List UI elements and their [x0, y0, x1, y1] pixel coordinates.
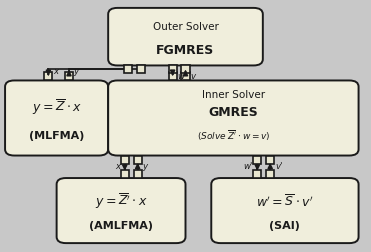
Text: x: x [115, 161, 120, 170]
Text: $y = \overline{Z} \cdot x$: $y = \overline{Z} \cdot x$ [32, 98, 82, 117]
Text: (SAI): (SAI) [269, 220, 301, 230]
Text: (AMLFMA): (AMLFMA) [89, 220, 153, 230]
Text: Inner Solver: Inner Solver [202, 90, 265, 100]
Text: $w' = \overline{S} \cdot v'$: $w' = \overline{S} \cdot v'$ [256, 193, 314, 209]
Text: x: x [53, 67, 58, 76]
Bar [134, 170, 142, 178]
Text: $y = \overline{Z}' \cdot x$: $y = \overline{Z}' \cdot x$ [95, 192, 148, 210]
Bar [121, 156, 129, 164]
Text: FGMRES: FGMRES [156, 44, 215, 57]
FancyBboxPatch shape [108, 81, 358, 156]
Bar [121, 170, 129, 178]
Bar [266, 156, 274, 164]
Text: w: w [177, 71, 184, 80]
Bar [253, 170, 261, 178]
Bar [181, 66, 190, 74]
FancyBboxPatch shape [108, 9, 263, 66]
Bar [168, 73, 177, 81]
FancyBboxPatch shape [5, 81, 108, 156]
Bar [181, 73, 190, 81]
Text: $(Solve\; \overline{Z}' \cdot w = v)$: $(Solve\; \overline{Z}' \cdot w = v)$ [197, 128, 270, 142]
Text: v': v' [275, 161, 282, 170]
Text: y: y [142, 161, 148, 170]
Text: Outer Solver: Outer Solver [152, 22, 219, 32]
FancyBboxPatch shape [57, 178, 186, 243]
Text: (MLFMA): (MLFMA) [29, 130, 84, 140]
Bar [134, 156, 142, 164]
Bar [65, 73, 73, 81]
Bar [253, 156, 261, 164]
Text: v: v [190, 71, 196, 80]
Text: GMRES: GMRES [209, 106, 258, 119]
Bar [137, 66, 145, 74]
Text: w': w' [243, 161, 253, 170]
Text: y: y [73, 67, 79, 76]
Bar [124, 66, 132, 74]
FancyBboxPatch shape [211, 178, 358, 243]
Bar [168, 66, 177, 74]
Bar [266, 170, 274, 178]
Bar [44, 73, 52, 81]
